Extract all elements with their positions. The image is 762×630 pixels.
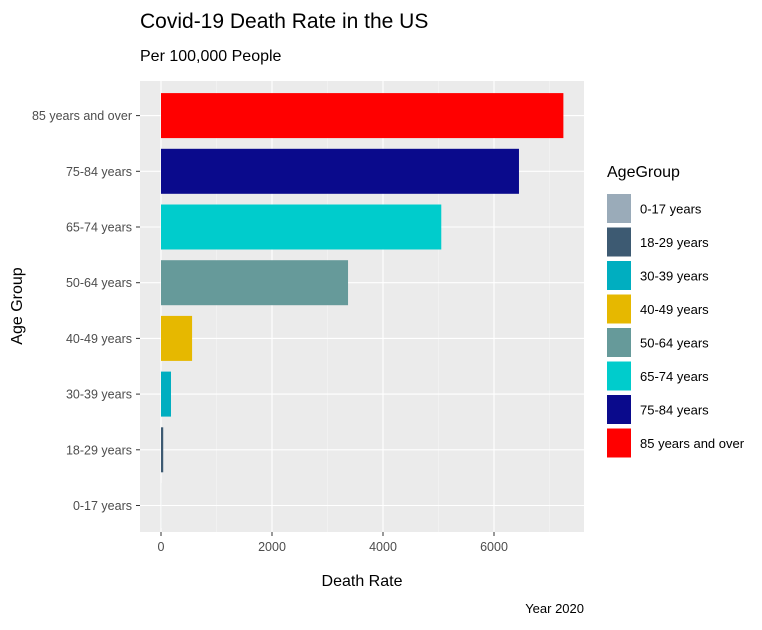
legend-label: 85 years and over [640,436,745,451]
y-axis-title: Age Group [9,267,26,344]
legend-key [607,328,631,357]
legend-label: 50-64 years [640,336,709,351]
y-tick-label: 50-64 years [66,276,132,290]
legend-label: 0-17 years [640,202,702,217]
x-tick-label: 0 [158,540,165,554]
y-tick-label: 65-74 years [66,221,132,235]
bar [161,371,171,417]
legend-key [607,395,631,424]
x-tick-label: 6000 [480,540,508,554]
legend-key [607,428,631,458]
bar [161,204,442,250]
legend-key [607,227,631,257]
legend-label: 18-29 years [640,235,709,250]
legend-key [607,261,631,290]
bar [161,148,519,194]
legend-key [607,294,631,324]
legend-key [607,194,631,223]
x-axis-title: Death Rate [322,573,403,590]
y-tick-label: 40-49 years [66,332,132,346]
chart-caption: Year 2020 [525,601,584,616]
y-tick-label: 18-29 years [66,443,132,457]
chart-title: Covid-19 Death Rate in the US [140,10,429,33]
y-tick-label: 30-39 years [66,388,132,402]
x-tick-label: 2000 [258,540,286,554]
legend-label: 30-39 years [640,269,709,284]
legend-key [607,361,631,391]
y-tick-label: 75-84 years [66,165,132,179]
bar [161,93,564,139]
bar [161,427,164,473]
y-tick-label: 85 years and over [32,109,132,123]
legend-label: 75-84 years [640,403,709,418]
legend-label: 65-74 years [640,369,709,384]
bar [161,315,193,361]
legend-title: AgeGroup [607,164,680,181]
legend-label: 40-49 years [640,302,709,317]
plot-panel [140,81,584,532]
bar [161,260,349,306]
y-tick-label: 0-17 years [73,499,132,513]
chart-subtitle: Per 100,000 People [140,48,282,65]
x-tick-label: 4000 [369,540,397,554]
